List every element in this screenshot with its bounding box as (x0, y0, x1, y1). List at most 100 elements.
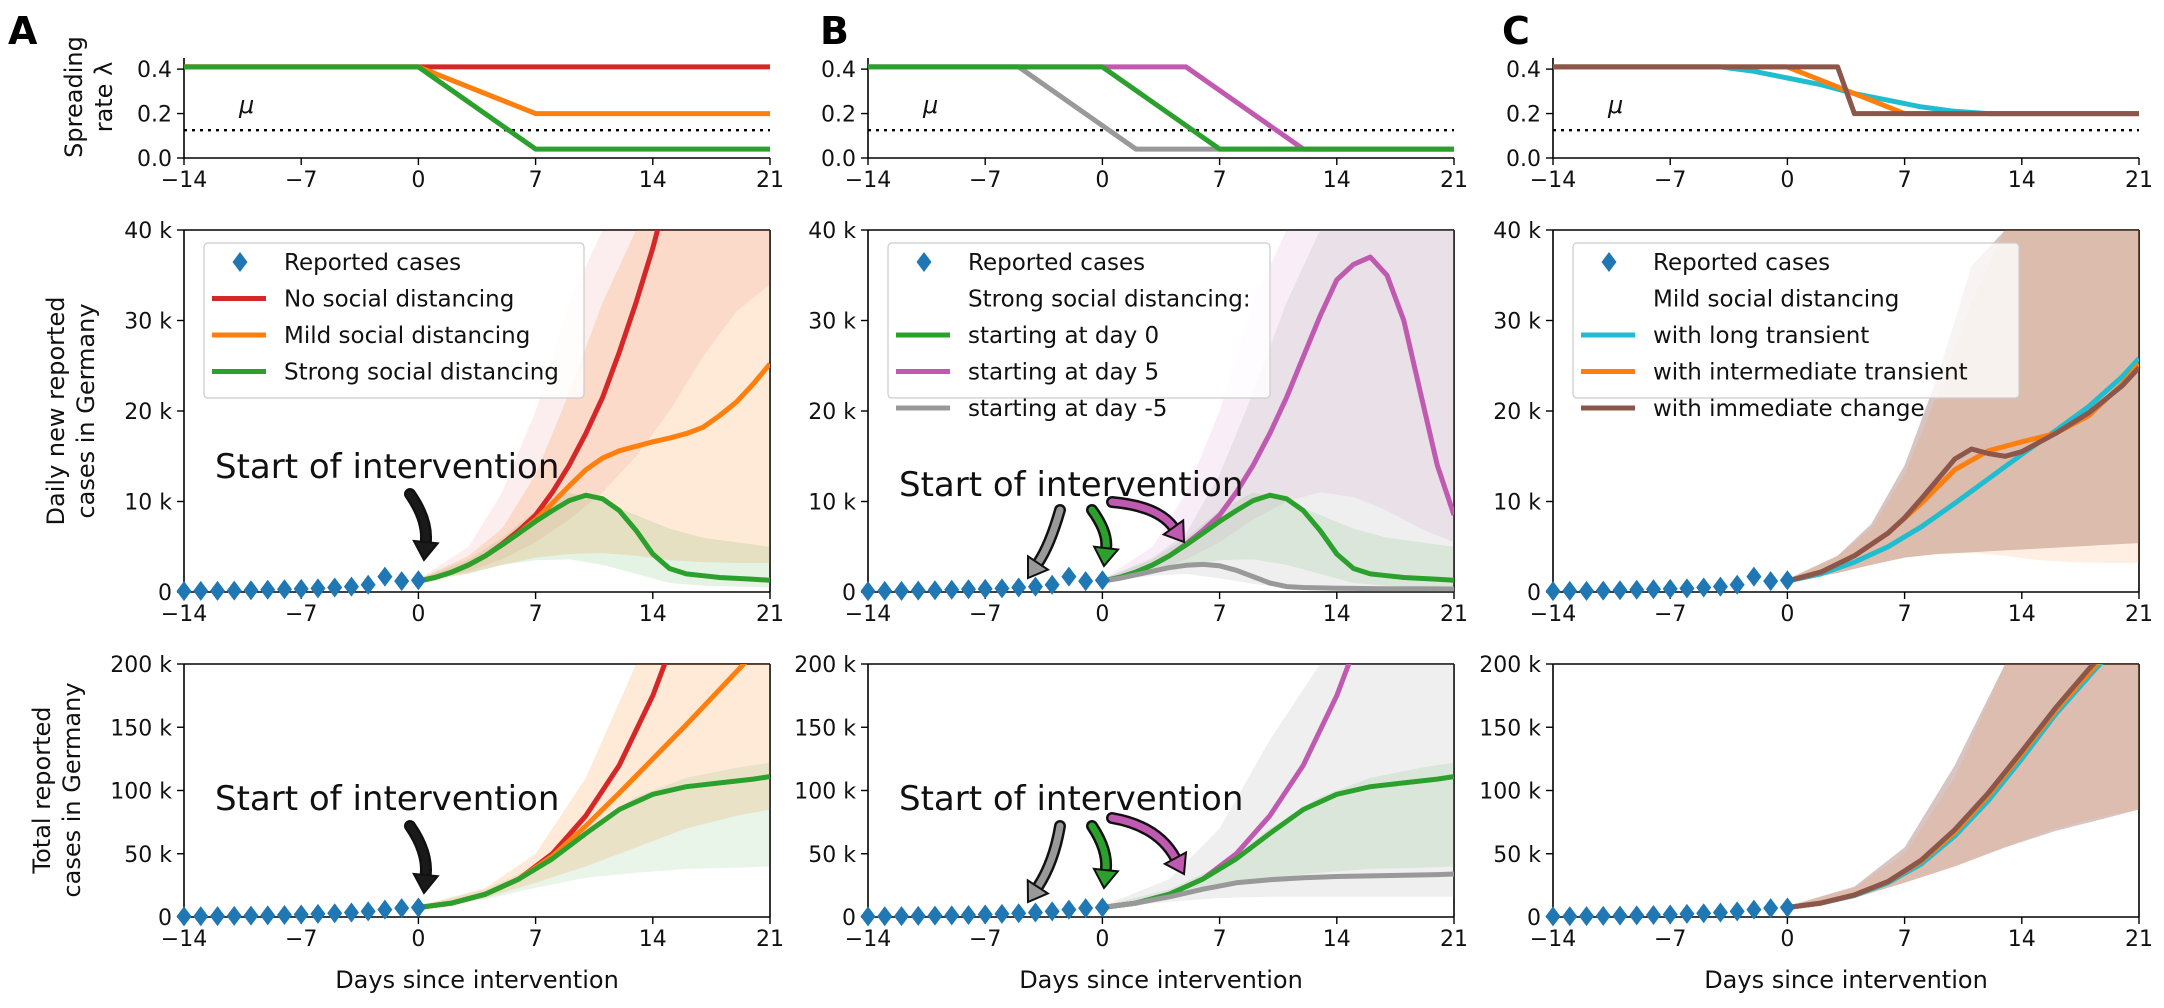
panel-c-total-reported-point (1629, 905, 1645, 926)
panel-b-daily-arrow-minus5 (1027, 504, 1066, 580)
panel-b-daily-reported-point (977, 578, 993, 599)
panel-a-total-series-group (418, 664, 770, 910)
panel-c-total-ytick-label: 200 k (1479, 653, 1541, 678)
panel-c-legend-label-4: with immediate change (1653, 396, 1925, 422)
panel-b-daily-ytick-label: 20 k (808, 400, 856, 425)
panel-b-daily-reported-point (1078, 571, 1094, 592)
panel-b-daily-reported-point (1094, 570, 1110, 591)
panel-b-total-ytick-label: 100 k (794, 780, 856, 805)
panel-b-daily-ytick-label: 30 k (808, 310, 856, 335)
panel-a-rate-xtick-label: −14 (161, 168, 207, 193)
panel-a-daily-reported-point (377, 566, 393, 587)
panel-b-rate-xtick-label: 7 (1213, 168, 1227, 193)
panel-a-daily-reported-point (410, 570, 426, 591)
panel-b-daily-reported-point (1044, 574, 1060, 595)
panel-c-total-bands (1787, 664, 2139, 909)
panel-c-total-reported-point (1645, 904, 1661, 925)
panel-a-total-ytick-label: 200 k (110, 653, 172, 678)
panel-a: −14 −7 0 7 14 21 0.0 0.2 0.4 μ −14 −7 0 7 14 21 0 10 k 20… (110, 58, 784, 952)
panel-b-total-arrow-day0-shaft (1088, 822, 1110, 874)
panel-b-daily-ytick-label: 40 k (808, 219, 856, 244)
panel-c-total-ytick-label: 100 k (1479, 780, 1541, 805)
panel-c-daily-xtick-label: 0 (1780, 602, 1794, 627)
panel-b-total-arrow-day5-shaft (1108, 814, 1179, 862)
panel-a-daily-reported-point (193, 580, 209, 601)
panel-a-daily-series-group (417, 230, 770, 584)
panel-letter-c: C (1502, 9, 1530, 53)
panel-b-rate-ytick-label: 0.4 (821, 58, 856, 83)
panel-c-rate-ytick-label: 0.2 (1506, 103, 1541, 128)
panel-c-daily-reported-point (1779, 570, 1795, 591)
panel-b-legend-label-2: starting at day 0 (968, 323, 1159, 349)
panel-c-daily-series-line-0 (1786, 356, 2139, 584)
panel-a-daily-reported-point (327, 577, 343, 598)
panel-a-legend-box (203, 242, 585, 399)
panel-c-daily-reported-point (1578, 580, 1594, 601)
panel-a-total-reported-point (260, 905, 276, 926)
panel-a-rate-ytick-label: 0.2 (137, 103, 172, 128)
panel-c-total-band-1 (1787, 664, 2139, 909)
panel-b-total-xtick-label: 14 (1323, 927, 1351, 952)
panel-b-daily-reported-point (1011, 577, 1027, 598)
panel-b-daily-ytick-label: 0 (842, 581, 856, 606)
panel-b-daily-xtick-label: −7 (969, 602, 1001, 627)
panel-c-daily-ytick-label: 30 k (1493, 310, 1541, 335)
panel-c-daily-bands (1787, 230, 2139, 582)
panel-a-total-ytick-label: 150 k (110, 716, 172, 741)
panel-b-daily-arrow-day0 (1086, 504, 1120, 568)
panel-b-total-band-0 (1102, 664, 1454, 909)
panel-c-total-xtick-label: −14 (1530, 927, 1576, 952)
panel-c-daily-reported-point (1645, 579, 1661, 600)
panel-c-total-subplot: −14 −7 0 7 14 21 0 50 k 100 k 150 k 200 k (1479, 653, 2153, 952)
panel-a-total-arrow-head (412, 872, 440, 895)
panel-b-legend-swatch-reported (916, 252, 932, 272)
panel-a-daily-reported-point (209, 580, 225, 601)
panel-b-rate-series-line-2 (868, 64, 1454, 152)
panel-c-total-series-line-2 (1787, 664, 2098, 910)
panel-a-total-arrow-shaft (406, 822, 430, 879)
panel-c-daily-reported-point (1712, 576, 1728, 597)
panel-b-daily-subplot: −14 −7 0 7 14 21 0 10 k 20 k 30 k 40 k Reported cas… (808, 219, 1468, 627)
panel-b-total-reported-point (877, 906, 893, 927)
panel-c-daily-xtick-label: −14 (1530, 602, 1576, 627)
panel-a-rate-xtick-label: −7 (285, 168, 317, 193)
panel-b-total-reported-point (1044, 901, 1060, 922)
panel-c-daily-band-1 (1787, 230, 2139, 582)
panel-b-total-reported-point (960, 904, 976, 925)
panel-b-daily-arrow-minus5-shaft (1034, 506, 1064, 567)
panel-b-legend-box (887, 242, 1271, 399)
panel-a-total-xtick-label: 14 (639, 927, 667, 952)
panel-letter-a: A (8, 9, 38, 53)
panel-a-daily-xtick-label: −7 (285, 602, 317, 627)
panel-c-daily-xtick-label: 7 (1898, 602, 1912, 627)
panel-a-total-band-1 (418, 762, 770, 909)
panel-b-total-arrow-minus5 (1026, 820, 1066, 904)
panel-a-legend-label-3: Strong social distancing (284, 360, 559, 386)
panel-a-legend-label-0: Reported cases (284, 250, 461, 276)
panel-c-daily-ytick-label: 20 k (1493, 400, 1541, 425)
panel-c-rate-ytick-label: 0.0 (1506, 147, 1541, 172)
panel-b-total-arrow-day5 (1106, 812, 1188, 876)
panel-c-daily-reported-point (1696, 577, 1712, 598)
panel-a-total-reported-point (377, 899, 393, 920)
panel-b-total-reported-point (1061, 899, 1077, 920)
panel-b-total-annotation: Start of intervention (899, 779, 1243, 819)
panel-c-daily-reported-point (1612, 580, 1628, 601)
panel-b-rate-ytick-label: 0.2 (821, 103, 856, 128)
panel-b-rate-ytick-label: 0.0 (821, 147, 856, 172)
panel-c-legend-swatch-reported (1601, 252, 1617, 272)
panel-b-total-series-line-2 (1102, 871, 1454, 910)
panel-c-daily-reported-point (1679, 578, 1695, 599)
panel-c-rate-xtick-label: 0 (1780, 168, 1794, 193)
panel-a-total-arrow (404, 820, 440, 895)
panel-b-daily-reported-point (1061, 566, 1077, 587)
panel-a-total-reported-point (226, 905, 242, 926)
panel-c-daily-ytick-label: 0 (1527, 581, 1541, 606)
panel-a-total-reported-point (394, 898, 410, 919)
panel-b-total-reported-point (944, 905, 960, 926)
panel-a-total-band-0 (418, 664, 770, 909)
panel-b-total-reported-point (977, 904, 993, 925)
panel-a-rate-ytick-label: 0.0 (137, 147, 172, 172)
panel-c-legend-label-2: with long transient (1653, 323, 1869, 349)
panel-c-daily-reported-point (1746, 566, 1762, 587)
